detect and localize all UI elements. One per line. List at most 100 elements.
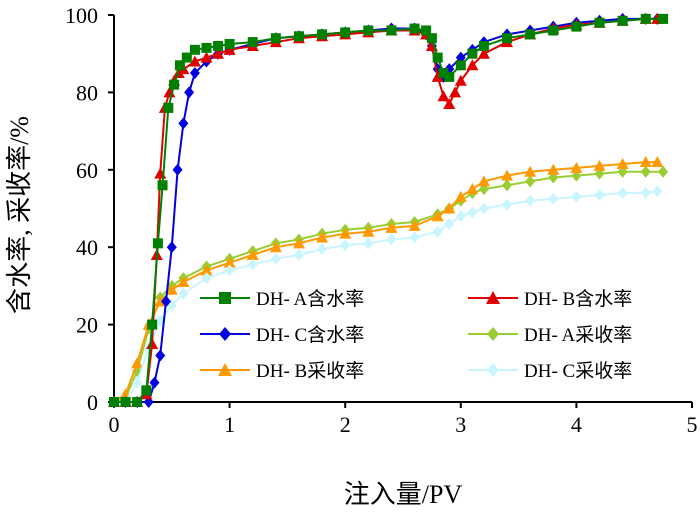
data-point [477,47,490,59]
data-point [570,161,583,173]
data-point [223,256,236,268]
data-point [181,52,192,63]
data-point [432,225,443,238]
data-point [166,241,177,254]
data-point [409,231,420,244]
data-point [386,233,397,246]
data-point [466,59,479,71]
data-point [639,156,652,168]
data-point [594,17,605,28]
x-tick-label: 5 [687,412,698,437]
data-point [174,60,185,71]
x-tick-label: 2 [340,412,351,437]
data-point [454,74,467,86]
data-point [219,327,231,341]
data-point [444,71,455,82]
legend-item: DH- A含水率 [200,288,364,310]
data-point [548,192,559,205]
data-point [224,264,235,277]
legend-label: DH- A含水率 [256,288,364,310]
data-point [189,44,200,55]
data-point [386,25,397,36]
legend: DH- A含水率 DH- B含水率 DH- C含水率 DH- A采收率 DH- B采收率… [200,288,632,382]
data-point [269,241,282,253]
data-point [617,187,628,200]
data-point [270,252,281,265]
legend-item: DH- C含水率 [200,324,364,346]
ticks: 0 1 2 3 4 5 0 20 40 60 80 100 [65,3,698,437]
data-point [339,227,352,239]
data-point [363,237,374,250]
data-point [120,397,131,407]
legend-item: DH- A采收率 [468,324,632,346]
data-point [486,291,500,304]
x-tick-label: 4 [571,412,582,437]
data-point [146,337,159,349]
data-point [454,190,467,202]
x-tick-label: 3 [455,412,466,437]
data-point [246,248,259,260]
data-point [525,175,536,188]
legend-item: DH- B采收率 [200,360,364,382]
data-point [467,206,478,219]
data-point [292,237,305,249]
data-point [155,349,166,362]
data-point [432,52,443,63]
data-point [467,48,478,59]
data-point [247,258,258,271]
legend-label: DH- C采收率 [524,360,632,382]
data-point [316,231,329,243]
data-point [443,202,456,214]
y-tick-label: 40 [76,235,98,260]
data-point [293,31,304,42]
y-tick-label: 60 [76,158,98,183]
data-point [438,68,449,79]
data-point [109,397,119,407]
series-6 [109,185,663,408]
data-point [219,292,231,304]
data-point [200,264,213,276]
data-point [502,198,513,211]
x-tick-label: 1 [224,412,235,437]
data-point [466,183,479,195]
data-point [218,363,232,376]
data-point [385,221,398,233]
data-point [200,51,213,63]
legend-label: DH- C含水率 [256,324,364,346]
data-point [141,385,152,396]
legend-item: DH- C采收率 [468,360,632,382]
legend-item: DH- B含水率 [468,288,632,310]
data-point [409,23,420,34]
data-point [201,272,212,285]
data-point [478,40,489,51]
y-tick-label: 0 [87,390,98,415]
data-point [547,163,560,175]
data-point [212,47,225,59]
data-point [502,179,513,192]
data-point [362,225,375,237]
data-point [132,397,143,407]
series-5 [108,156,664,407]
series-3 [109,12,663,408]
data-point [147,319,158,330]
data-point [431,70,444,82]
data-point [177,276,190,288]
data-point [640,13,651,24]
data-point [184,86,195,99]
data-point [443,98,456,110]
data-point [525,29,536,40]
x-axis-title: 注入量/PV [344,480,463,509]
data-point [213,40,224,51]
y-tick-label: 80 [76,80,98,105]
data-point [224,39,235,50]
data-point [421,25,432,36]
data-point [594,188,605,201]
x-tick-label: 0 [109,412,120,437]
data-point [317,243,328,256]
data-point [131,357,144,369]
data-point [478,202,489,215]
data-point [149,376,160,389]
data-point [223,43,236,55]
data-point [617,15,628,26]
